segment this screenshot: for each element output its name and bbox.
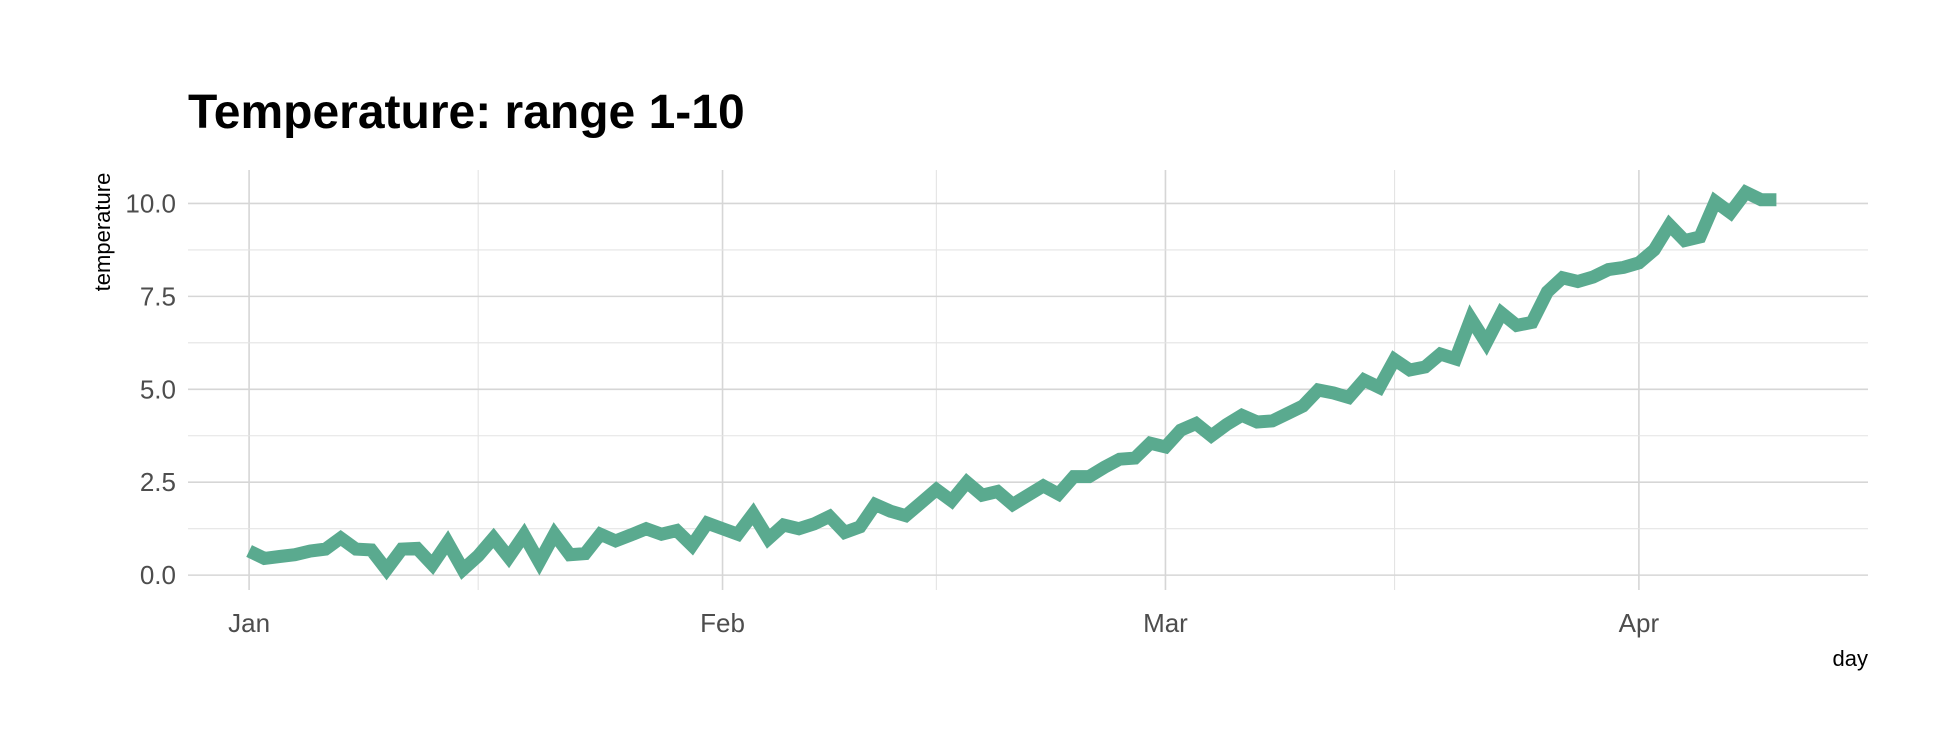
x-axis-label: day <box>1833 646 1868 671</box>
y-axis-ticks: 0.0 2.5 5.0 7.5 10.0 <box>125 188 176 590</box>
x-tick-label: Mar <box>1143 608 1188 638</box>
y-tick-label: 2.5 <box>140 467 176 497</box>
chart-title: Temperature: range 1-10 <box>188 86 745 139</box>
y-tick-label: 7.5 <box>140 281 176 311</box>
x-tick-label: Feb <box>700 608 745 638</box>
temperature-line <box>246 184 1777 581</box>
y-tick-label: 5.0 <box>140 374 176 404</box>
x-tick-label: Jan <box>228 608 270 638</box>
grid <box>188 170 1868 590</box>
y-axis-label: temperature <box>90 173 115 292</box>
series <box>246 184 1777 581</box>
y-tick-label: 0.0 <box>140 560 176 590</box>
x-axis-ticks: Jan Feb Mar Apr <box>228 608 1659 638</box>
y-tick-label: 10.0 <box>125 188 176 218</box>
x-tick-label: Apr <box>1619 608 1660 638</box>
